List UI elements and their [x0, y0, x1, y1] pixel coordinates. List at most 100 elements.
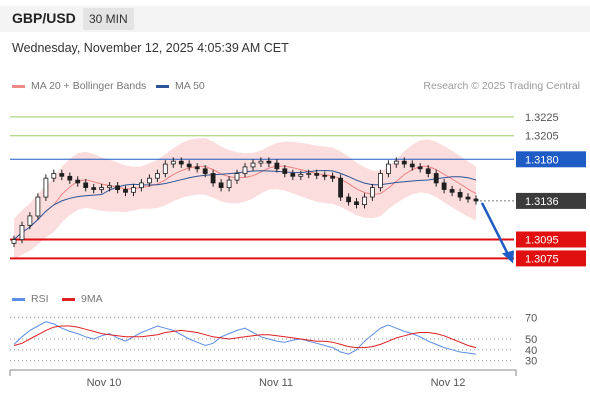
level-badge [516, 250, 586, 267]
candle [11, 239, 17, 244]
candle [409, 163, 415, 168]
rsi-tick-label: 70 [525, 312, 537, 324]
candle [282, 168, 288, 174]
candle [298, 173, 304, 177]
candle [234, 173, 240, 181]
rsi-tick-label: 30 [525, 356, 537, 368]
candle [27, 215, 33, 226]
candle [393, 160, 399, 165]
candle [146, 177, 152, 184]
candle [362, 196, 367, 206]
candle [19, 224, 25, 240]
rsi-tick-label: 50 [525, 334, 537, 346]
candle [67, 175, 73, 181]
candle [274, 162, 280, 170]
level-label: 1.3136 [525, 196, 559, 208]
candle [51, 173, 57, 179]
candle [35, 196, 41, 217]
candle [322, 174, 328, 177]
candle [242, 166, 248, 174]
candle [91, 187, 97, 190]
candle [258, 160, 264, 164]
level-label: 1.3225 [525, 112, 559, 124]
level-label: 1.3205 [525, 131, 559, 143]
ma50-swatch-icon [156, 84, 169, 88]
legend-9ma: 9MA [62, 293, 103, 305]
candle [250, 162, 256, 168]
candle [369, 187, 375, 198]
candle [465, 196, 471, 200]
candle [433, 173, 439, 184]
datetime-label: Wednesday, November 12, 2025 4:05:39 AM … [12, 41, 289, 55]
x-tick-label: Nov 11 [259, 377, 293, 389]
x-tick-label: Nov 10 [87, 377, 122, 389]
candle [194, 166, 200, 170]
candle [266, 160, 272, 164]
candle [99, 187, 104, 190]
candle [226, 179, 232, 189]
rsi-line [13, 321, 477, 355]
candle [83, 182, 89, 188]
candle [401, 160, 407, 165]
candle [107, 185, 112, 189]
candle [385, 163, 391, 174]
candle [417, 166, 423, 170]
legend-rsi: RSI [12, 293, 49, 305]
rsi-ma-line [13, 325, 477, 349]
9ma-swatch-icon [62, 297, 75, 301]
candle [43, 177, 49, 198]
arrow-head-icon [502, 250, 514, 264]
forecast-arrow [480, 202, 510, 255]
candle [131, 187, 136, 193]
header-bar: GBP/USD 30 MIN [0, 6, 590, 32]
candle [449, 189, 455, 193]
candle [75, 179, 81, 184]
timeframe-button[interactable]: 30 MIN [83, 8, 134, 30]
candle [123, 189, 128, 193]
legend-ma20: MA 20 + Bollinger Bands [12, 80, 146, 92]
candle [178, 160, 184, 165]
bollinger-band [14, 138, 476, 261]
ma20-swatch-icon [12, 84, 25, 88]
level-label: 1.3095 [525, 235, 559, 247]
rsi-tick-label: 40 [525, 345, 537, 357]
candle [425, 168, 431, 174]
credit-label: Research © 2025 Trading Central [423, 80, 580, 92]
x-tick-label: Nov 12 [431, 377, 466, 389]
legend-rsi-label: RSI [31, 293, 49, 305]
level-label: 1.3075 [525, 253, 559, 265]
legend-ma50-label: MA 50 [175, 80, 205, 92]
candle [138, 182, 144, 188]
candle [290, 173, 296, 177]
candle [441, 182, 447, 190]
level-badge [516, 192, 586, 209]
legend-9ma-label: 9MA [81, 293, 103, 305]
candle [154, 173, 160, 179]
candle [457, 191, 463, 198]
candle [338, 177, 344, 198]
level-badge [516, 151, 586, 168]
candle [186, 163, 192, 168]
candle [473, 198, 479, 202]
candle [210, 173, 216, 184]
candle [202, 168, 208, 174]
candle [330, 175, 336, 179]
candle [306, 173, 312, 175]
candle [218, 182, 224, 188]
candle [314, 173, 320, 176]
candle [162, 163, 168, 174]
ma20-line [13, 165, 477, 240]
candle [377, 173, 383, 189]
level-badge [516, 231, 586, 248]
legend-ma50: MA 50 [156, 80, 205, 92]
candle [115, 185, 120, 191]
level-label: 1.3180 [525, 154, 559, 166]
candle [346, 196, 352, 203]
candle [59, 173, 65, 177]
symbol-label: GBP/USD [12, 10, 76, 26]
rsi-swatch-icon [12, 297, 25, 301]
candle [354, 201, 359, 206]
legend-ma20-label: MA 20 + Bollinger Bands [31, 80, 147, 92]
